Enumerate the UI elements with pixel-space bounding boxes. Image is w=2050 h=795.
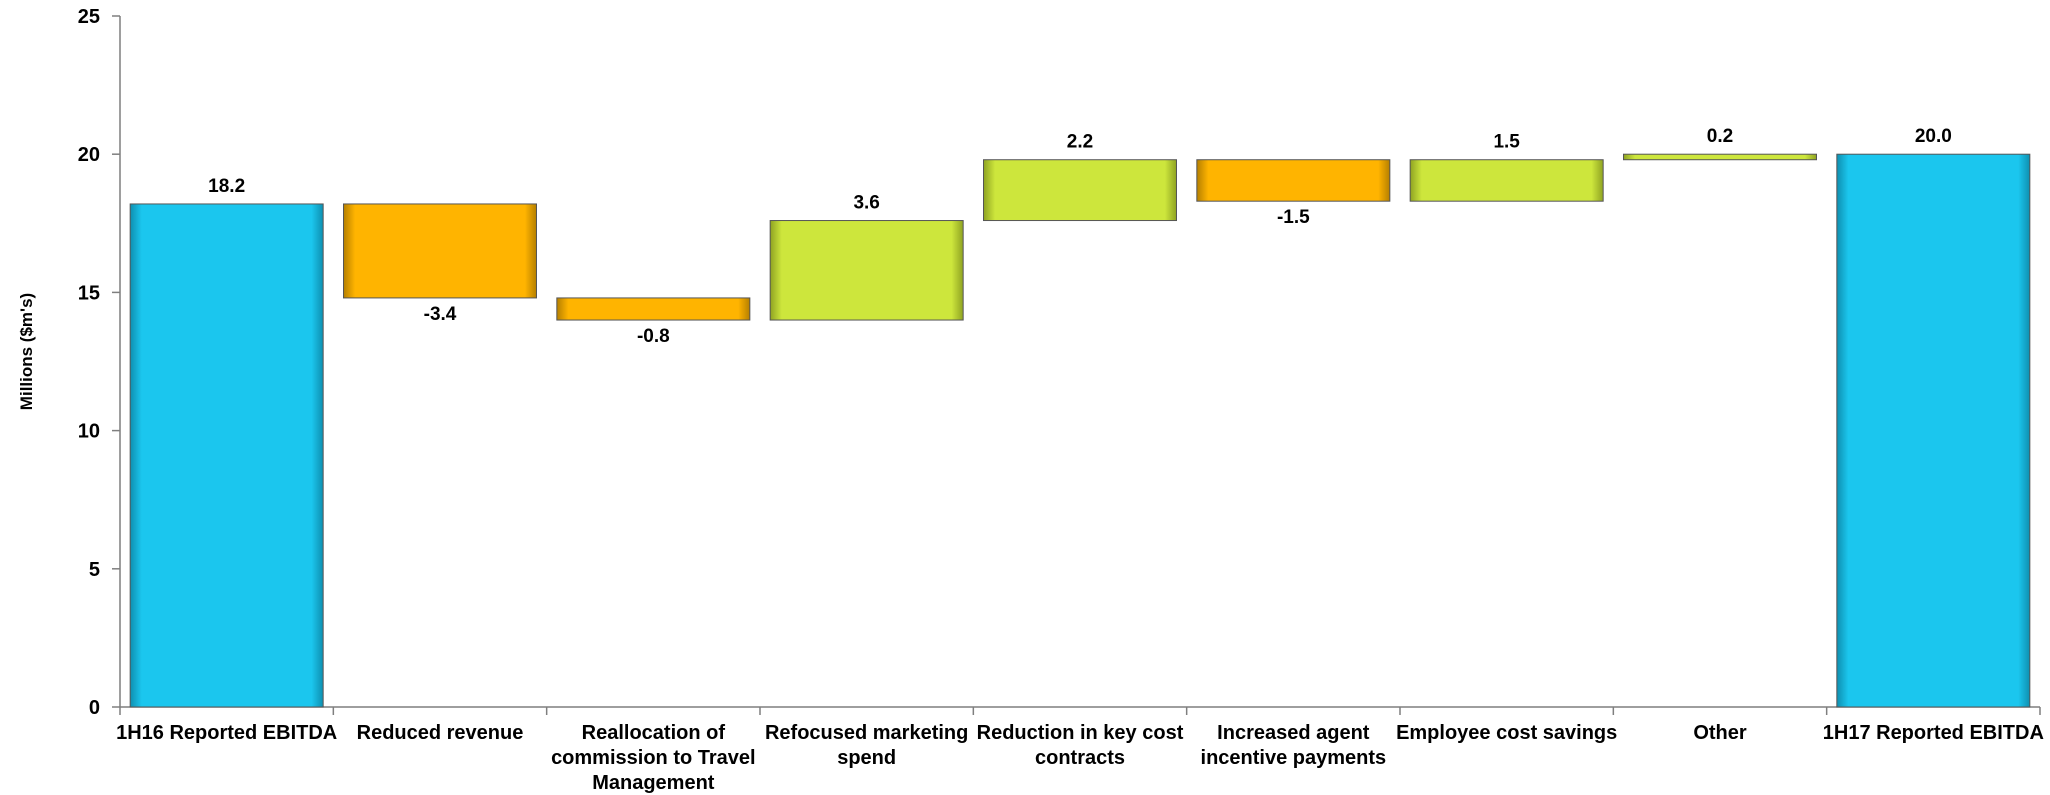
x-category-label: Other bbox=[1693, 722, 1747, 744]
axes: 0 5 10 15 20 25 bbox=[78, 6, 2041, 719]
y-tick-label: 10 bbox=[78, 421, 100, 443]
bar-decrease bbox=[556, 297, 751, 321]
y-tick-label: 25 bbox=[78, 6, 100, 28]
data-labels: 18.2 -3.4 -0.8 3.6 2.2 -1.5 1.5 0.2 20.0 bbox=[208, 126, 1952, 347]
y-axis-title: Millions ($m's) bbox=[17, 293, 36, 410]
y-tick-label: 20 bbox=[78, 144, 100, 166]
y-tick-label: 0 bbox=[89, 697, 100, 719]
bars bbox=[129, 153, 2031, 708]
bar-increase bbox=[983, 159, 1177, 222]
x-category-label: 1H17 Reported EBITDA bbox=[1823, 722, 2044, 744]
x-category-label: Reduced revenue bbox=[357, 722, 524, 744]
category-labels: 1H16 Reported EBITDA Reduced revenue Reall… bbox=[116, 722, 2044, 794]
x-category-label: Refocused marketing spend bbox=[765, 722, 968, 769]
data-label: 2.2 bbox=[1067, 132, 1093, 153]
data-label: 1.5 bbox=[1493, 132, 1520, 153]
data-label: 20.0 bbox=[1915, 126, 1952, 147]
x-category-label: Reallocation of commission to Travel Manag… bbox=[551, 722, 756, 794]
data-label: -0.8 bbox=[637, 326, 670, 347]
bar-increase bbox=[1623, 153, 1817, 161]
bar-decrease bbox=[343, 203, 537, 299]
data-label: 18.2 bbox=[208, 176, 245, 197]
bar-total bbox=[1836, 153, 2031, 708]
data-label: 0.2 bbox=[1707, 126, 1733, 147]
x-category-label: Employee cost savings bbox=[1396, 722, 1617, 744]
data-label: -1.5 bbox=[1277, 207, 1310, 228]
y-tick-label: 15 bbox=[78, 282, 100, 304]
data-label: -3.4 bbox=[424, 304, 457, 325]
x-category-label: Increased agent incentive payments bbox=[1201, 722, 1387, 769]
bar-decrease bbox=[1196, 159, 1391, 202]
bar-total bbox=[129, 203, 324, 708]
x-category-label: 1H16 Reported EBITDA bbox=[116, 722, 337, 744]
bar-increase bbox=[769, 220, 964, 321]
data-label: 3.6 bbox=[853, 193, 879, 214]
x-category-label: Reduction in key cost contracts bbox=[977, 722, 1184, 769]
bar-increase bbox=[1409, 159, 1604, 202]
y-tick-label: 5 bbox=[89, 559, 100, 581]
